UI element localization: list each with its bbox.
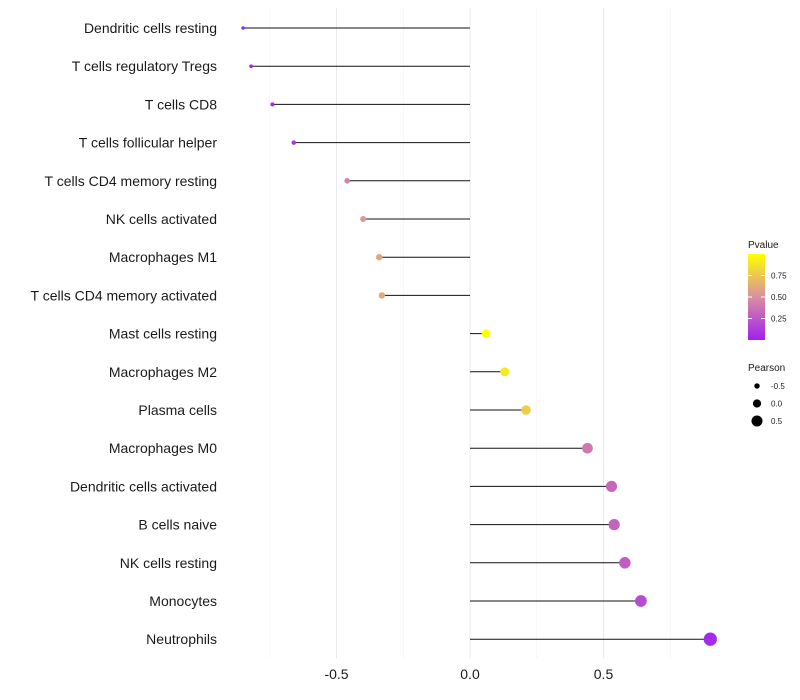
lollipop-point [376, 254, 383, 261]
lollipop-point [500, 367, 510, 377]
y-axis-label: Macrophages M0 [109, 440, 217, 456]
pearson-legend-title: Pearson [748, 363, 785, 374]
y-axis-label: Macrophages M2 [109, 364, 217, 380]
lollipop-point [378, 292, 386, 299]
pearson-legend-label: -0.5 [771, 382, 785, 391]
pearson-legend: Pearson -0.5 0.0 0.5 [748, 363, 785, 427]
y-axis-label: T cells regulatory Tregs [72, 58, 217, 74]
x-tick-label: -0.5 [324, 666, 348, 682]
lollipop-point [241, 26, 245, 30]
stem-layer [243, 27, 711, 640]
y-axis-label: T cells follicular helper [79, 135, 218, 151]
pearson-legend-label: 0.5 [771, 417, 783, 426]
pvalue-colorbar [748, 254, 765, 340]
y-axis-label: NK cells activated [106, 211, 217, 227]
pearson-legend-key [754, 383, 760, 389]
y-axis-label: Neutrophils [146, 631, 217, 647]
y-axis-label: Macrophages M1 [109, 249, 217, 265]
y-axis-label: NK cells resting [120, 555, 217, 571]
pvalue-legend-tick-label: 0.75 [771, 272, 787, 281]
pearson-legend-key [752, 399, 762, 408]
y-axis-label: B cells naive [138, 517, 217, 533]
y-axis-label: Dendritic cells activated [70, 478, 217, 494]
y-axis-label: Monocytes [149, 593, 217, 609]
pearson-legend-label: 0.0 [771, 400, 783, 409]
x-axis-ticks: -0.5 0.0 0.5 [324, 666, 613, 682]
lollipop-point [582, 442, 593, 454]
x-tick-label: 0.5 [594, 666, 614, 682]
lollipop-point [703, 632, 717, 646]
y-axis-label: Dendritic cells resting [84, 20, 217, 36]
lollipop-point [360, 216, 367, 222]
lollipop-point [619, 557, 631, 569]
pvalue-legend: Pvalue 0.75 0.50 0.25 [748, 240, 787, 340]
pvalue-legend-tick-label: 0.50 [771, 293, 787, 302]
lollipop-point [291, 140, 297, 145]
x-tick-label: 0.0 [460, 666, 480, 682]
y-axis-label: T cells CD8 [145, 96, 217, 112]
pearson-legend-key [751, 415, 763, 427]
lollipop-point [270, 102, 275, 107]
pvalue-legend-tick-label: 0.25 [771, 315, 787, 324]
lollipop-point [521, 405, 531, 415]
lollipop-point [605, 480, 618, 492]
lollipop-point [481, 329, 491, 338]
y-axis-label: Plasma cells [138, 402, 217, 418]
y-axis-label: T cells CD4 memory resting [45, 173, 217, 189]
y-axis-label: T cells CD4 memory activated [31, 287, 217, 303]
lollipop-point [608, 518, 620, 531]
lollipop-point [634, 595, 647, 607]
grid-layer [269, 8, 671, 658]
lollipop-point [249, 64, 253, 69]
y-axis-labels: Dendritic cells resting T cells regulator… [31, 20, 218, 647]
lollipop-point [344, 177, 351, 184]
y-axis-label: Mast cells resting [109, 326, 217, 342]
point-layer [241, 26, 717, 646]
pvalue-legend-title: Pvalue [748, 240, 779, 251]
